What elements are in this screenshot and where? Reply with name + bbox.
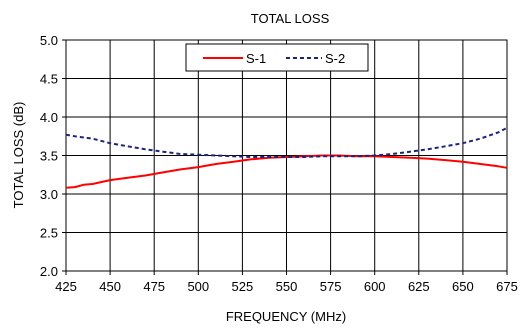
y-tick-label: 5.0 — [40, 33, 58, 48]
y-tick-labels: 2.0 2.5 3.0 3.5 4.0 4.5 5.0 — [40, 33, 58, 279]
x-tick-labels: 425 450 475 500 525 550 575 600 625 650 675 — [55, 279, 518, 294]
y-tick-label: 4.0 — [40, 110, 58, 125]
x-tick-label: 675 — [496, 279, 518, 294]
y-tick-label: 3.0 — [40, 187, 58, 202]
x-tick-label: 450 — [99, 279, 121, 294]
y-tick-label: 3.5 — [40, 149, 58, 164]
y-tick-label: 2.0 — [40, 264, 58, 279]
legend: S-1 S-2 — [185, 43, 369, 72]
y-tick-label: 2.5 — [40, 226, 58, 241]
x-tick-label: 550 — [276, 279, 298, 294]
x-tick-label: 500 — [187, 279, 209, 294]
y-axis-title: TOTAL LOSS (dB) — [11, 102, 26, 209]
x-tick-label: 425 — [55, 279, 77, 294]
legend-label-s-2: S-2 — [325, 51, 345, 66]
x-tick-label: 525 — [232, 279, 254, 294]
x-tick-label: 650 — [452, 279, 474, 294]
x-tick-label: 625 — [408, 279, 430, 294]
x-tick-label: 600 — [364, 279, 386, 294]
x-tick-label: 475 — [143, 279, 165, 294]
chart-title: TOTAL LOSS — [251, 11, 330, 26]
y-tick-label: 4.5 — [40, 72, 58, 87]
x-axis-title: FREQUENCY (MHz) — [226, 309, 346, 324]
legend-label-s-1: S-1 — [246, 51, 266, 66]
series-layer — [65, 126, 508, 189]
x-tick-label: 575 — [320, 279, 342, 294]
plot-frame — [65, 39, 508, 272]
